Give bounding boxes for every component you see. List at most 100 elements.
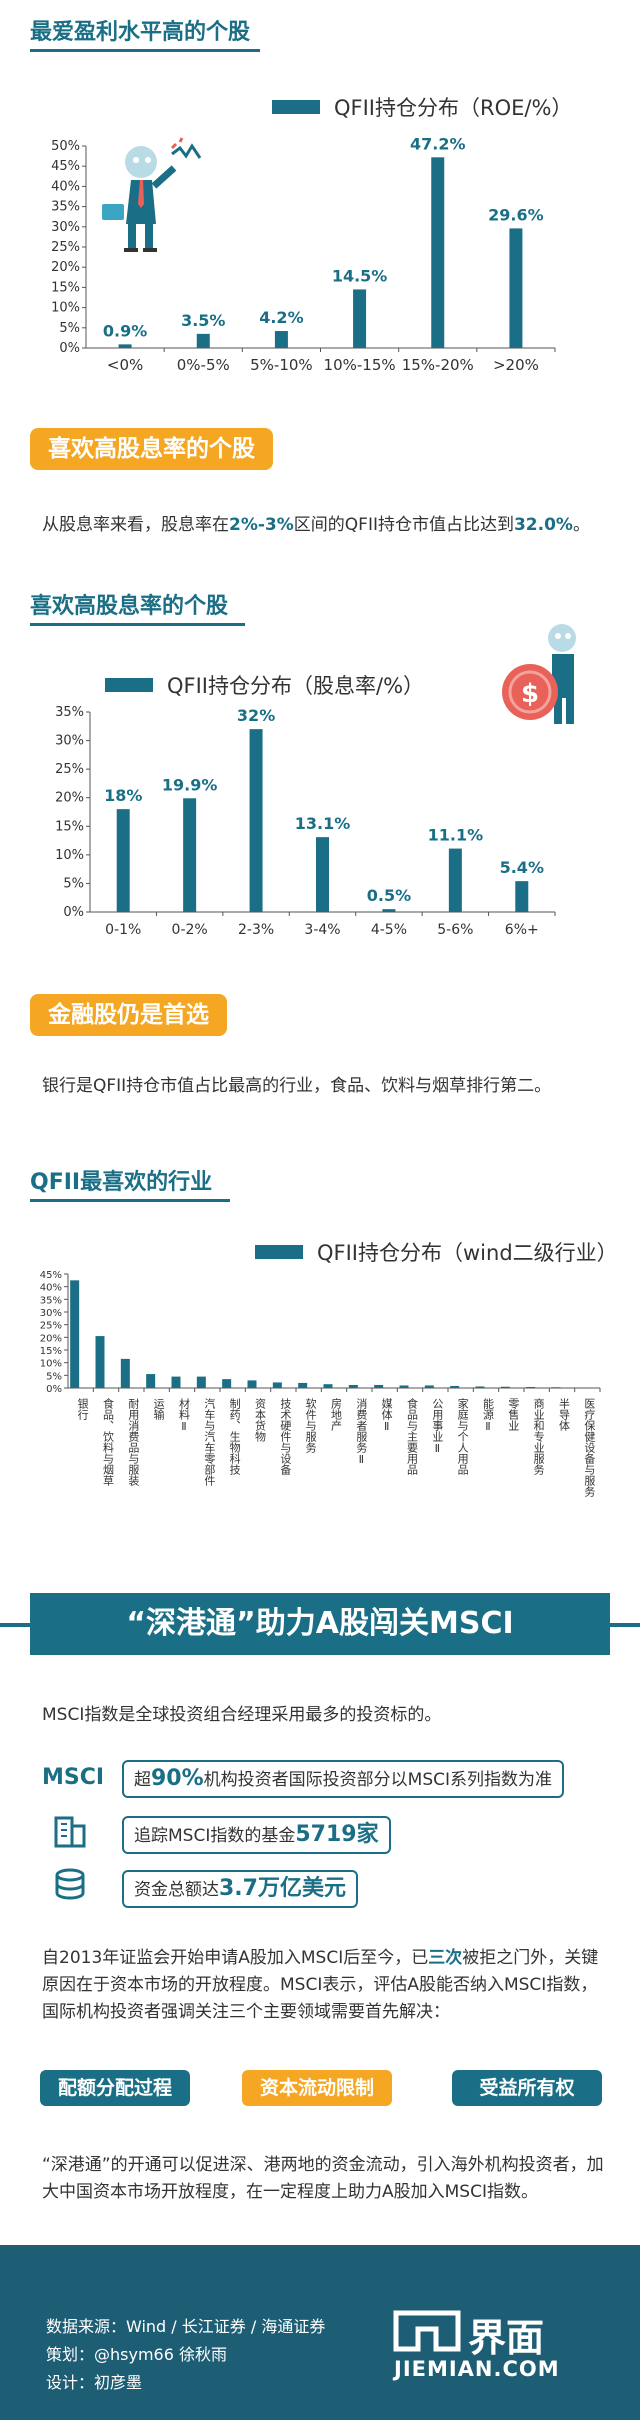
chart-roe: 0% 5% 10% 15% 20% 25% 30% 35% 40% 45% 50% 0.9% <0% 3.… — [51, 134, 556, 374]
x-tick-label: 15%-20% — [402, 356, 474, 374]
section1-title: 最爱盈利水平高的个股 — [30, 14, 260, 52]
legend-swatch — [105, 678, 153, 692]
x-tick-label: 能源Ⅱ — [482, 1397, 495, 1433]
y-tick-label: 5% — [63, 876, 84, 891]
bar — [475, 1386, 485, 1388]
y-tick-label: 30% — [55, 734, 84, 749]
data-label: 14.5% — [332, 266, 388, 285]
data-label: 0.5% — [367, 886, 411, 905]
msci-paragraph-1: 自2013年证监会开始申请A股加入MSCI后至今，已三次被拒之门外，关键原因在于… — [42, 1948, 599, 2022]
x-tick-label: 材料Ⅱ — [178, 1397, 191, 1433]
bar — [450, 1385, 460, 1388]
bar — [70, 1280, 80, 1388]
section3-paragraph: 银行是QFII持仓市值占比最高的行业，食品、饮料与烟草排行第二。 — [42, 1076, 552, 1096]
bar — [249, 729, 263, 912]
bar — [95, 1336, 105, 1388]
jiemian-logo-icon — [393, 2310, 461, 2352]
y-tick-label: 10% — [40, 1359, 62, 1370]
y-tick-label: 45% — [40, 1270, 62, 1281]
x-tick-label: 0-1% — [105, 922, 141, 938]
x-tick-label: <0% — [107, 356, 143, 374]
x-tick-label: 零售业 — [507, 1398, 520, 1431]
bar — [424, 1385, 434, 1388]
section2-tag: 喜欢高股息率的个股 — [30, 428, 273, 470]
bar — [196, 333, 210, 348]
y-tick-label: 50% — [51, 139, 80, 154]
bar — [500, 1386, 510, 1388]
bar — [298, 1382, 308, 1388]
y-tick-label: 35% — [40, 1295, 62, 1306]
jiemian-logo-cn: 界面 — [468, 2316, 545, 2360]
data-label: 13.1% — [295, 814, 351, 833]
x-tick-label: 6%+ — [505, 922, 539, 938]
bar — [353, 289, 367, 348]
legend-swatch — [272, 100, 320, 114]
x-tick-label: 制药、生物科技 — [228, 1398, 241, 1476]
bar — [146, 1374, 156, 1388]
x-tick-label: 食品、饮料与烟草 — [102, 1397, 115, 1486]
x-tick-label: 银行 — [76, 1397, 89, 1421]
y-tick-label: 35% — [55, 705, 84, 720]
pill-capital-mobility: 资本流动限制 — [242, 2070, 392, 2106]
data-label: 11.1% — [428, 826, 484, 845]
bar — [274, 331, 288, 348]
bar — [382, 909, 396, 912]
chart3-legend: QFII持仓分布（wind二级行业） — [255, 1237, 618, 1267]
y-tick-label: 10% — [55, 848, 84, 863]
bar — [247, 1380, 257, 1388]
bar — [222, 1379, 232, 1388]
x-tick-label: 资本货物 — [254, 1398, 267, 1442]
msci-fact-funds: 追踪MSCI指数的基金5719家 — [122, 1816, 391, 1854]
footer-plan: 策划：@hsym66 徐秋雨 — [46, 2345, 227, 2364]
y-tick-label: 0% — [59, 341, 80, 356]
data-label: 47.2% — [410, 134, 466, 153]
bar — [272, 1382, 282, 1388]
msci-paragraph-2: “深港通”的开通可以促进深、港两地的资金流动，引入海外机构投资者，加大中国资本市… — [42, 2155, 604, 2202]
data-label: 19.9% — [162, 775, 218, 794]
bar — [348, 1384, 358, 1388]
pill-quota-allocation: 配额分配过程 — [40, 2070, 190, 2106]
x-tick-label: 家庭与个人用品 — [456, 1397, 469, 1475]
section3-tag: 金融股仍是首选 — [30, 994, 227, 1036]
footer-design: 设计：初彦墨 — [46, 2373, 143, 2392]
bar — [431, 157, 445, 348]
x-tick-label: 汽车与汽车零部件 — [203, 1397, 216, 1487]
y-tick-label: 30% — [51, 220, 80, 235]
y-tick-label: 15% — [55, 819, 84, 834]
footer-source: 数据来源：Wind / 长江证券 / 海通证券 — [46, 2317, 326, 2336]
bar — [448, 848, 462, 912]
y-tick-label: 25% — [55, 762, 84, 777]
bar — [399, 1385, 409, 1388]
title-underline — [30, 1199, 230, 1202]
msci-intro: MSCI指数是全球投资组合经理采用最多的投资标的。 — [42, 1705, 442, 1725]
x-tick-label: 运输 — [152, 1398, 165, 1421]
bar — [118, 344, 132, 348]
x-tick-label: 软件与服务 — [304, 1397, 317, 1453]
y-tick-label: 30% — [40, 1308, 62, 1319]
y-tick-label: 45% — [51, 159, 80, 174]
x-tick-label: 半导体 — [558, 1397, 571, 1431]
coin-character-illustration: $ — [502, 624, 576, 724]
section3-title: QFII最喜欢的行业 — [30, 1164, 230, 1202]
bar — [316, 837, 329, 912]
y-tick-label: 0% — [63, 905, 84, 920]
x-tick-label: 5-6% — [437, 922, 473, 938]
coins-icon — [55, 1868, 85, 1900]
x-tick-label: 3-4% — [304, 922, 340, 938]
bar — [183, 798, 197, 912]
chart-industry: 0% 5%10% 15% 20%25% 30% 35%40% 45% 银行 食品、饮料与烟草 耐用… — [40, 1270, 601, 1497]
bar — [551, 1387, 561, 1388]
title-underline — [30, 623, 245, 626]
x-tick-label: 公用事业Ⅱ — [431, 1398, 444, 1455]
x-tick-label: 5%-10% — [250, 356, 313, 374]
x-tick-label: 10%-15% — [324, 356, 396, 374]
data-label: 29.6% — [488, 205, 544, 224]
bar — [323, 1384, 333, 1388]
msci-fact-90: 超90%机构投资者国际投资部分以MSCI系列指数为准 — [122, 1760, 565, 1798]
bar — [509, 228, 523, 348]
y-tick-label: 40% — [51, 179, 80, 194]
x-tick-label: >20% — [493, 356, 539, 374]
y-tick-label: 10% — [51, 301, 80, 316]
data-label: 4.2% — [259, 308, 303, 327]
x-tick-label: 2-3% — [238, 922, 274, 938]
